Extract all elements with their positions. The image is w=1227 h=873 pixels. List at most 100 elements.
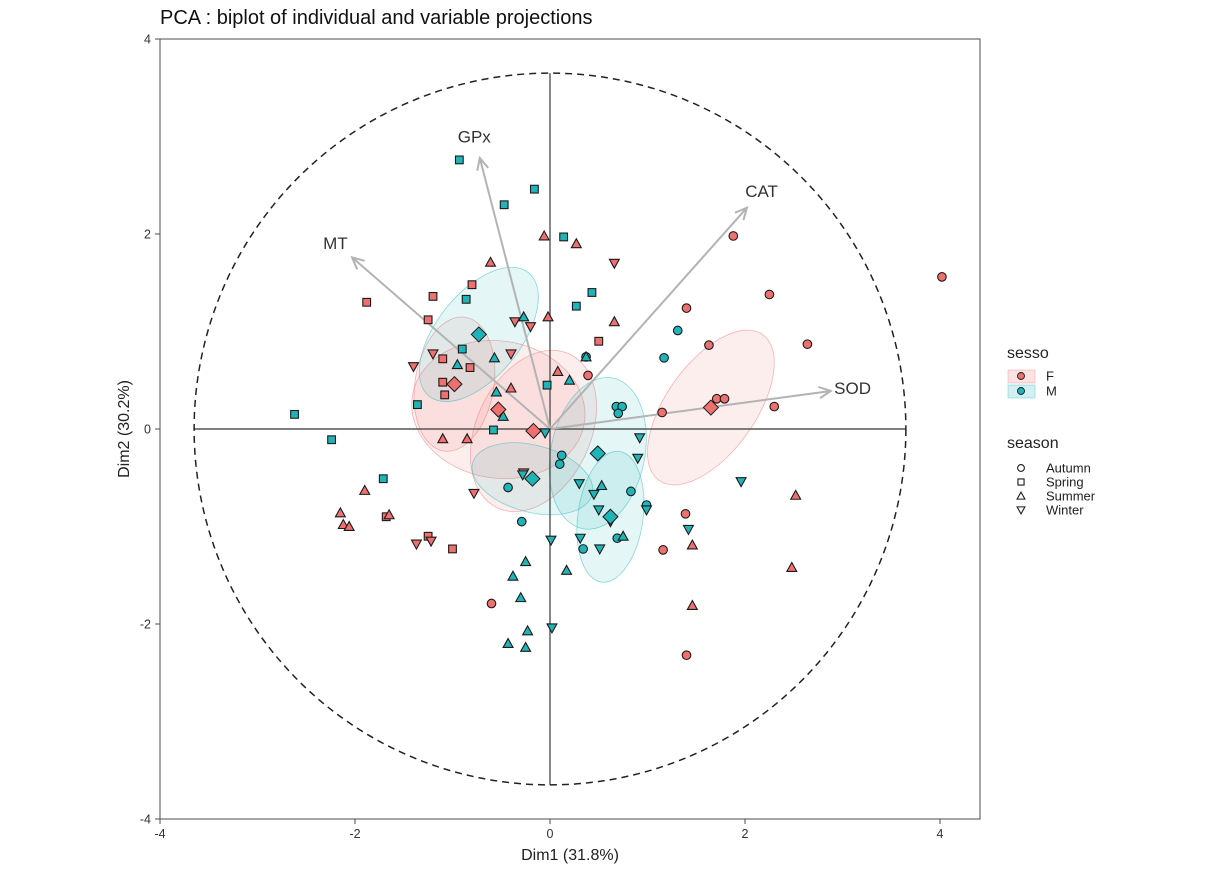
data-point: [545, 535, 557, 547]
variable-arrowhead-sod: [818, 385, 834, 399]
data-point: [425, 536, 437, 548]
data-point: [499, 200, 509, 210]
group-center-marker: [589, 445, 606, 462]
data-point: [613, 408, 624, 419]
data-point: [410, 539, 423, 551]
variable-arrow-sod: [549, 389, 831, 430]
data-point: [542, 380, 552, 390]
data-point: [486, 598, 497, 609]
x-tick-label: 0: [547, 827, 554, 841]
data-point: [507, 570, 519, 581]
data-point: [440, 390, 450, 400]
data-point: [570, 237, 583, 249]
data-point: [659, 352, 669, 363]
legend-marker-spring: [1017, 478, 1025, 486]
data-point: [802, 339, 813, 350]
data-point: [490, 385, 503, 397]
data-point: [587, 489, 600, 501]
data-point: [686, 599, 699, 610]
data-point: [488, 351, 501, 363]
variable-label-cat: CAT: [745, 182, 778, 201]
data-point: [327, 435, 337, 445]
variable-arrowhead-mt: [350, 255, 365, 270]
data-point: [427, 349, 439, 361]
variable-arrow-mt: [351, 256, 551, 430]
data-point: [521, 624, 534, 636]
data-point: [640, 505, 653, 517]
data-point: [680, 508, 691, 519]
legend-season-title: season: [1007, 435, 1059, 452]
data-point: [497, 410, 510, 421]
y-tick-label: 2: [144, 228, 151, 242]
group-center-marker: [602, 508, 619, 525]
data-point: [595, 479, 608, 491]
data-point: [728, 231, 739, 241]
variable-arrows: GPx CAT MT SOD: [323, 128, 871, 430]
group-center-marker: [490, 401, 507, 418]
data-point: [451, 358, 464, 370]
y-tick-label: 0: [144, 423, 151, 437]
data-point: [563, 374, 576, 385]
data-point: [608, 258, 621, 270]
data-point: [682, 524, 695, 536]
group-center-marker: [525, 422, 542, 440]
data-point: [514, 591, 527, 603]
group-centers: [446, 326, 720, 525]
legend-sesso-items: FM: [1007, 369, 1057, 399]
data-point: [560, 564, 573, 575]
data-point: [505, 349, 517, 361]
plot-panel: GPx CAT MT SOD: [159, 38, 981, 820]
data-point: [423, 315, 433, 325]
data-point: [626, 486, 636, 497]
data-point: [538, 229, 551, 241]
x-tick-label: 2: [742, 827, 749, 841]
x-tick-label: 4: [937, 827, 944, 841]
data-point: [681, 650, 692, 661]
legend-label-winter: Winter: [1046, 503, 1084, 518]
data-point: [516, 516, 527, 527]
variable-arrow-cat: [549, 207, 748, 430]
data-point: [378, 474, 388, 484]
data-point: [592, 505, 605, 517]
data-point: [516, 470, 529, 481]
data-point: [524, 322, 537, 333]
data-point: [785, 561, 798, 572]
group-center-marker: [470, 326, 488, 343]
data-point: [489, 425, 498, 435]
data-point: [337, 518, 350, 530]
data-point: [505, 381, 517, 393]
legend-marker-autumn: [1017, 464, 1025, 472]
data-point: [608, 315, 621, 327]
data-point: [412, 400, 422, 410]
data-point: [461, 432, 474, 444]
data-point: [633, 433, 646, 444]
data-point: [438, 377, 448, 387]
data-point: [587, 288, 597, 297]
data-point: [448, 544, 457, 554]
data-point: [428, 291, 438, 301]
x-tick-label: -4: [154, 827, 165, 841]
data-point: [704, 340, 714, 351]
data-point: [583, 370, 593, 381]
data-point: [519, 555, 532, 567]
data-point: [672, 325, 683, 336]
data-point: [658, 545, 668, 555]
x-axis: -4 -2 0 2 4: [154, 819, 944, 841]
variable-arrowhead-gpx: [476, 155, 489, 171]
legend-label-f: F: [1046, 369, 1054, 384]
legend-marker-winter: [1016, 506, 1026, 516]
variable-label-gpx: GPx: [458, 128, 492, 147]
data-point: [594, 336, 604, 346]
data-point: [290, 409, 299, 419]
y-tick-label: 4: [144, 33, 151, 47]
variable-label-mt: MT: [323, 234, 348, 253]
data-point: [539, 428, 552, 439]
data-point: [735, 477, 747, 488]
data-point: [467, 280, 477, 290]
data-point: [502, 637, 514, 649]
data-point: [407, 362, 420, 373]
legend-label-summer: Summer: [1046, 489, 1096, 504]
data-point: [509, 317, 521, 328]
variable-arrowhead-cat: [734, 205, 749, 221]
